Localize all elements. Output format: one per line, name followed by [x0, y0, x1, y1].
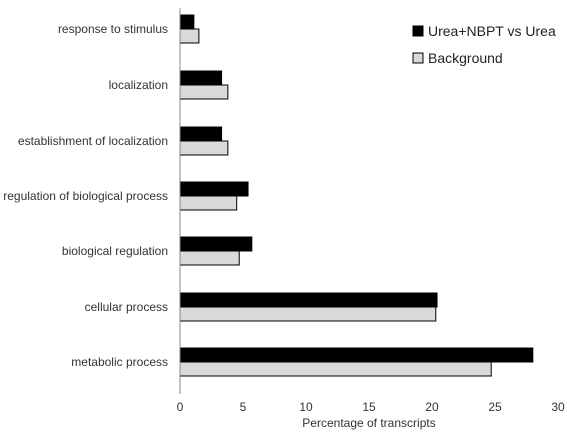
bar-background-0 — [179, 28, 200, 44]
bar-background-5 — [179, 306, 437, 322]
legend-swatch-1 — [412, 52, 424, 64]
bar-urea-nbpt-5 — [179, 292, 438, 308]
bar-urea-nbpt-4 — [179, 236, 253, 252]
category-label-0: response to stimulus — [58, 22, 168, 36]
bar-background-1 — [179, 84, 229, 100]
category-label-3: regulation of biological process — [3, 189, 168, 203]
legend-label-1: Background — [428, 50, 503, 66]
x-tick-labels: 0 5 10 15 20 25 30 — [177, 400, 565, 414]
x-tick-label-20: 20 — [425, 400, 439, 414]
x-tick-label-5: 5 — [240, 400, 247, 414]
x-tick-label-30: 30 — [551, 400, 565, 414]
category-labels: response to stimulus localization establis… — [3, 22, 168, 369]
bar-background-3 — [179, 195, 238, 211]
bar-urea-nbpt-0 — [179, 14, 195, 30]
bar-urea-nbpt-6 — [179, 347, 534, 363]
category-label-1: localization — [109, 78, 168, 92]
bars-group — [179, 14, 534, 377]
category-label-4: biological regulation — [62, 244, 168, 258]
bar-urea-nbpt-1 — [179, 70, 223, 86]
x-tick-label-15: 15 — [362, 400, 376, 414]
x-tick-label-0: 0 — [177, 400, 184, 414]
bar-urea-nbpt-2 — [179, 126, 223, 142]
bar-background-6 — [179, 361, 492, 377]
x-tick-label-10: 10 — [299, 400, 313, 414]
legend: Urea+NBPT vs Urea Background — [412, 23, 556, 66]
x-axis-title: Percentage of transcripts — [302, 416, 435, 430]
category-label-6: metabolic process — [71, 355, 168, 369]
x-tick-label-25: 25 — [488, 400, 502, 414]
legend-swatch-0 — [412, 25, 424, 37]
category-label-2: establishment of localization — [18, 134, 168, 148]
legend-label-0: Urea+NBPT vs Urea — [428, 23, 556, 39]
bar-background-2 — [179, 140, 229, 156]
bar-urea-nbpt-3 — [179, 181, 249, 197]
bar-background-4 — [179, 250, 240, 266]
category-label-5: cellular process — [85, 300, 168, 314]
